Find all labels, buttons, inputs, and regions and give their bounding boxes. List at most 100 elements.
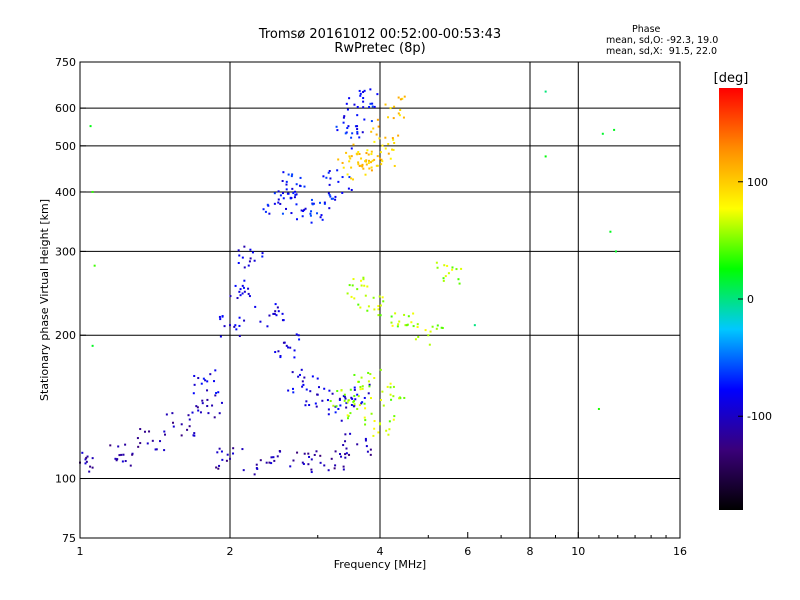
data-point (273, 202, 276, 205)
data-point (388, 428, 391, 431)
x-tick-label: 8 (527, 545, 534, 558)
data-point (266, 325, 269, 328)
data-point (277, 198, 280, 201)
data-point (295, 193, 298, 196)
data-point (342, 465, 345, 468)
data-point (235, 328, 238, 331)
data-point (180, 434, 183, 437)
data-point (345, 447, 348, 450)
data-point (238, 324, 241, 327)
data-point (447, 272, 450, 275)
data-point (358, 89, 361, 92)
data-point (398, 114, 401, 117)
data-point (232, 447, 235, 450)
data-point (91, 466, 94, 469)
data-point (362, 278, 365, 281)
y-tick-label: 100 (55, 473, 76, 486)
data-point (343, 399, 346, 402)
data-point (359, 92, 362, 95)
data-point (370, 150, 373, 153)
data-point (327, 408, 330, 411)
data-point (353, 394, 356, 397)
data-point (279, 356, 282, 359)
data-point (371, 159, 374, 162)
data-point (351, 132, 354, 135)
data-point (268, 212, 271, 215)
data-point (215, 391, 218, 394)
data-point (270, 456, 273, 459)
data-point (164, 433, 167, 436)
data-point (232, 452, 235, 455)
data-point (201, 402, 204, 405)
data-point (316, 212, 319, 215)
data-point (349, 432, 352, 435)
data-point (367, 162, 370, 165)
data-point (165, 413, 168, 416)
data-point (379, 423, 381, 426)
data-point (377, 431, 380, 434)
data-point (282, 341, 285, 344)
data-point (345, 402, 348, 405)
data-point (277, 201, 280, 204)
data-point (431, 325, 434, 328)
data-point (356, 128, 359, 131)
data-point (366, 309, 369, 312)
data-point (337, 180, 340, 183)
x-axis-label: Frequency [MHz] (334, 558, 426, 571)
chart-title: Tromsø 20161012 00:52:00-00:53:43 (258, 27, 502, 42)
data-point (219, 318, 222, 321)
data-point (209, 373, 212, 376)
data-point (348, 155, 351, 158)
data-point (346, 292, 349, 295)
data-point (270, 462, 273, 465)
data-point (389, 393, 392, 396)
data-point (247, 264, 250, 267)
data-point (304, 207, 307, 210)
data-point (353, 103, 356, 106)
data-point (192, 434, 195, 437)
data-point (91, 457, 94, 460)
y-tick-label: 600 (55, 102, 76, 115)
data-point (323, 387, 326, 390)
data-point (378, 137, 381, 140)
data-point (285, 344, 288, 347)
data-point (238, 335, 241, 338)
data-point (373, 427, 376, 430)
data-point (379, 157, 381, 160)
data-point (295, 333, 298, 336)
data-point (129, 464, 132, 467)
data-point (397, 134, 400, 137)
data-point (302, 383, 305, 386)
data-point (343, 395, 346, 398)
data-point (291, 187, 294, 190)
data-point (377, 308, 380, 311)
data-point (356, 132, 359, 135)
data-point (335, 405, 338, 408)
data-point (243, 245, 246, 248)
data-point (319, 461, 322, 464)
data-point (315, 450, 318, 453)
data-point (229, 324, 231, 327)
data-point (391, 148, 394, 151)
chart-subtitle: RwPretec (8p) (334, 41, 426, 56)
data-point (442, 279, 445, 282)
data-point (291, 173, 294, 176)
data-point (277, 190, 280, 193)
data-point (360, 376, 363, 379)
data-point (441, 327, 444, 330)
data-point (397, 112, 400, 115)
data-point (353, 403, 356, 406)
data-point (361, 401, 364, 404)
data-point (243, 319, 246, 322)
data-point (397, 323, 400, 326)
data-point (379, 368, 382, 371)
data-point (302, 210, 305, 213)
data-point (343, 115, 346, 118)
data-point (287, 192, 290, 195)
data-point (298, 338, 301, 341)
data-point (376, 164, 379, 167)
y-tick-label: 500 (55, 140, 76, 153)
data-point (265, 461, 268, 464)
data-point (451, 266, 454, 269)
data-point (243, 279, 246, 282)
